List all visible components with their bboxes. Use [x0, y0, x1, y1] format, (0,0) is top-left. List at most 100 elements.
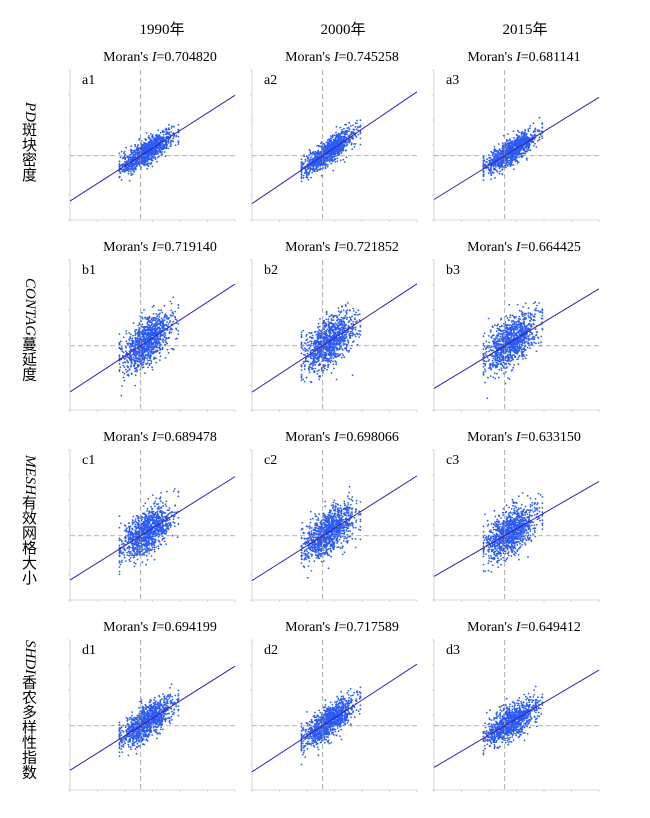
data-point: [124, 158, 126, 161]
data-point: [506, 164, 509, 166]
data-point: [135, 343, 137, 346]
data-point: [146, 362, 149, 364]
data-point: [119, 366, 122, 369]
data-point: [501, 160, 504, 162]
data-point: [170, 302, 173, 305]
data-point: [177, 128, 180, 131]
data-point: [165, 136, 167, 139]
data-point: [358, 319, 361, 321]
data-point: [147, 329, 150, 332]
data-point: [525, 145, 528, 148]
data-point: [340, 131, 343, 133]
data-point: [346, 133, 348, 136]
data-point: [124, 350, 127, 352]
data-point: [119, 172, 122, 174]
data-point: [316, 170, 318, 172]
data-point: [177, 304, 180, 306]
data-point: [347, 139, 350, 142]
data-point: [143, 309, 145, 311]
data-point: [141, 144, 144, 147]
data-point: [354, 143, 357, 145]
data-point: [151, 142, 154, 145]
data-point: [305, 339, 308, 342]
panel-a1: Moran's I=0.704820 a1: [68, 50, 250, 228]
data-point: [169, 321, 171, 324]
data-point: [127, 170, 130, 173]
data-point: [516, 145, 518, 147]
data-point: [118, 160, 121, 163]
data-point: [502, 152, 505, 155]
data-point: [309, 336, 311, 339]
data-point: [304, 158, 307, 161]
data-point: [314, 152, 316, 155]
data-point: [151, 327, 154, 329]
data-point: [137, 324, 140, 327]
data-point: [158, 351, 161, 354]
panel-b1: Moran's I=0.719140 b1: [68, 240, 250, 418]
data-point: [149, 353, 152, 356]
data-point: [519, 137, 522, 139]
data-point: [495, 158, 498, 161]
panel-b2: Moran's I=0.721852 b2: [250, 240, 432, 418]
data-point: [128, 358, 131, 361]
data-point: [300, 180, 303, 183]
data-point: [312, 151, 315, 153]
data-point: [494, 168, 497, 171]
data-point: [302, 378, 305, 381]
data-point: [150, 362, 153, 365]
data-point: [325, 141, 328, 144]
data-point: [357, 314, 359, 316]
data-point: [129, 365, 132, 368]
data-point: [353, 131, 355, 134]
data-point: [167, 147, 170, 150]
data-point: [155, 331, 157, 334]
data-point: [150, 323, 153, 326]
data-point: [312, 159, 314, 162]
data-point: [336, 136, 338, 139]
scatter-plot: a3: [432, 69, 600, 222]
data-point: [303, 368, 306, 371]
data-point: [537, 139, 539, 142]
data-point: [337, 327, 340, 330]
data-point: [125, 166, 128, 168]
data-point: [159, 149, 162, 152]
data-point: [122, 163, 125, 166]
data-point: [482, 164, 485, 167]
data-point: [338, 319, 341, 321]
data-point: [324, 156, 326, 159]
data-point: [317, 168, 319, 171]
data-point: [148, 135, 150, 137]
data-point: [146, 318, 149, 321]
data-point: [349, 309, 351, 312]
data-point: [330, 313, 333, 316]
data-point: [128, 179, 131, 182]
data-point: [309, 150, 312, 152]
data-point: [327, 143, 330, 146]
data-point: [124, 357, 126, 360]
data-point: [317, 150, 320, 153]
data-point: [349, 125, 352, 127]
data-point: [119, 340, 122, 343]
data-point: [333, 367, 335, 370]
data-point: [125, 340, 128, 343]
data-point: [307, 157, 310, 159]
data-point: [118, 163, 121, 166]
data-point: [535, 146, 538, 148]
data-point: [143, 329, 146, 331]
data-point: [144, 331, 147, 333]
data-point: [133, 351, 135, 353]
data-point: [134, 332, 137, 335]
data-point: [506, 142, 509, 145]
data-point: [130, 355, 133, 357]
data-point: [302, 353, 305, 356]
data-point: [152, 350, 155, 353]
data-point: [355, 128, 358, 131]
data-point: [171, 314, 174, 317]
data-point: [529, 149, 532, 151]
data-point: [497, 151, 500, 153]
data-point: [339, 126, 341, 129]
data-point: [124, 166, 127, 168]
data-point: [174, 318, 177, 320]
data-point: [130, 148, 132, 151]
data-point: [134, 166, 137, 168]
